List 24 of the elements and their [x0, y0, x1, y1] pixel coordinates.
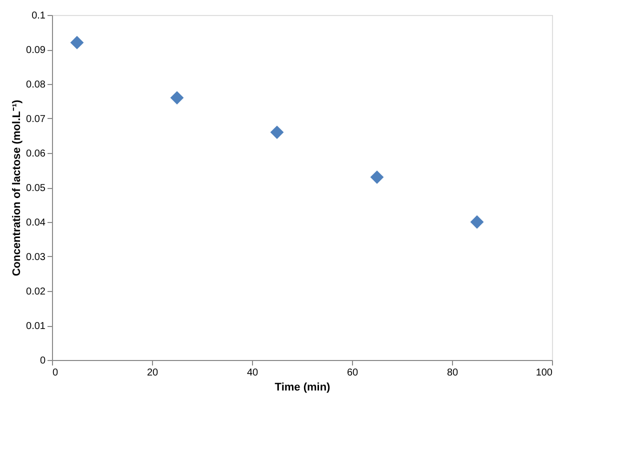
point	[370, 170, 384, 184]
y-tick-label: 0.09	[26, 45, 46, 56]
y-tick-label: 0.08	[26, 80, 46, 90]
y-tick-label: 0.03	[26, 252, 46, 263]
x-tick-label: 0	[52, 368, 58, 378]
x-tick-label: 40	[246, 368, 258, 378]
x-tick-label: 80	[446, 368, 458, 378]
x-tick-label: 60	[346, 368, 358, 378]
y-tick-label: 0.1	[32, 10, 46, 22]
y-tick-label: 0.06	[26, 148, 46, 160]
point	[470, 215, 484, 229]
y-tick-label: 0.05	[26, 183, 46, 194]
y-tick-label: 0.02	[26, 286, 46, 298]
y-axis-title: Concentration of lactose (mol.L⁻¹)	[11, 100, 24, 276]
y-tick-label: 0.01	[26, 321, 46, 332]
point	[70, 36, 84, 50]
y-tick-label: 0	[40, 356, 46, 366]
point	[170, 91, 184, 105]
x-axis-title: Time (min)	[274, 382, 331, 394]
point	[270, 126, 284, 140]
x-tick-label: 20	[146, 368, 158, 378]
y-tick-label: 0.07	[26, 114, 46, 125]
x-tick-label: 100	[536, 368, 553, 378]
y-tick-label: 0.04	[26, 218, 46, 228]
